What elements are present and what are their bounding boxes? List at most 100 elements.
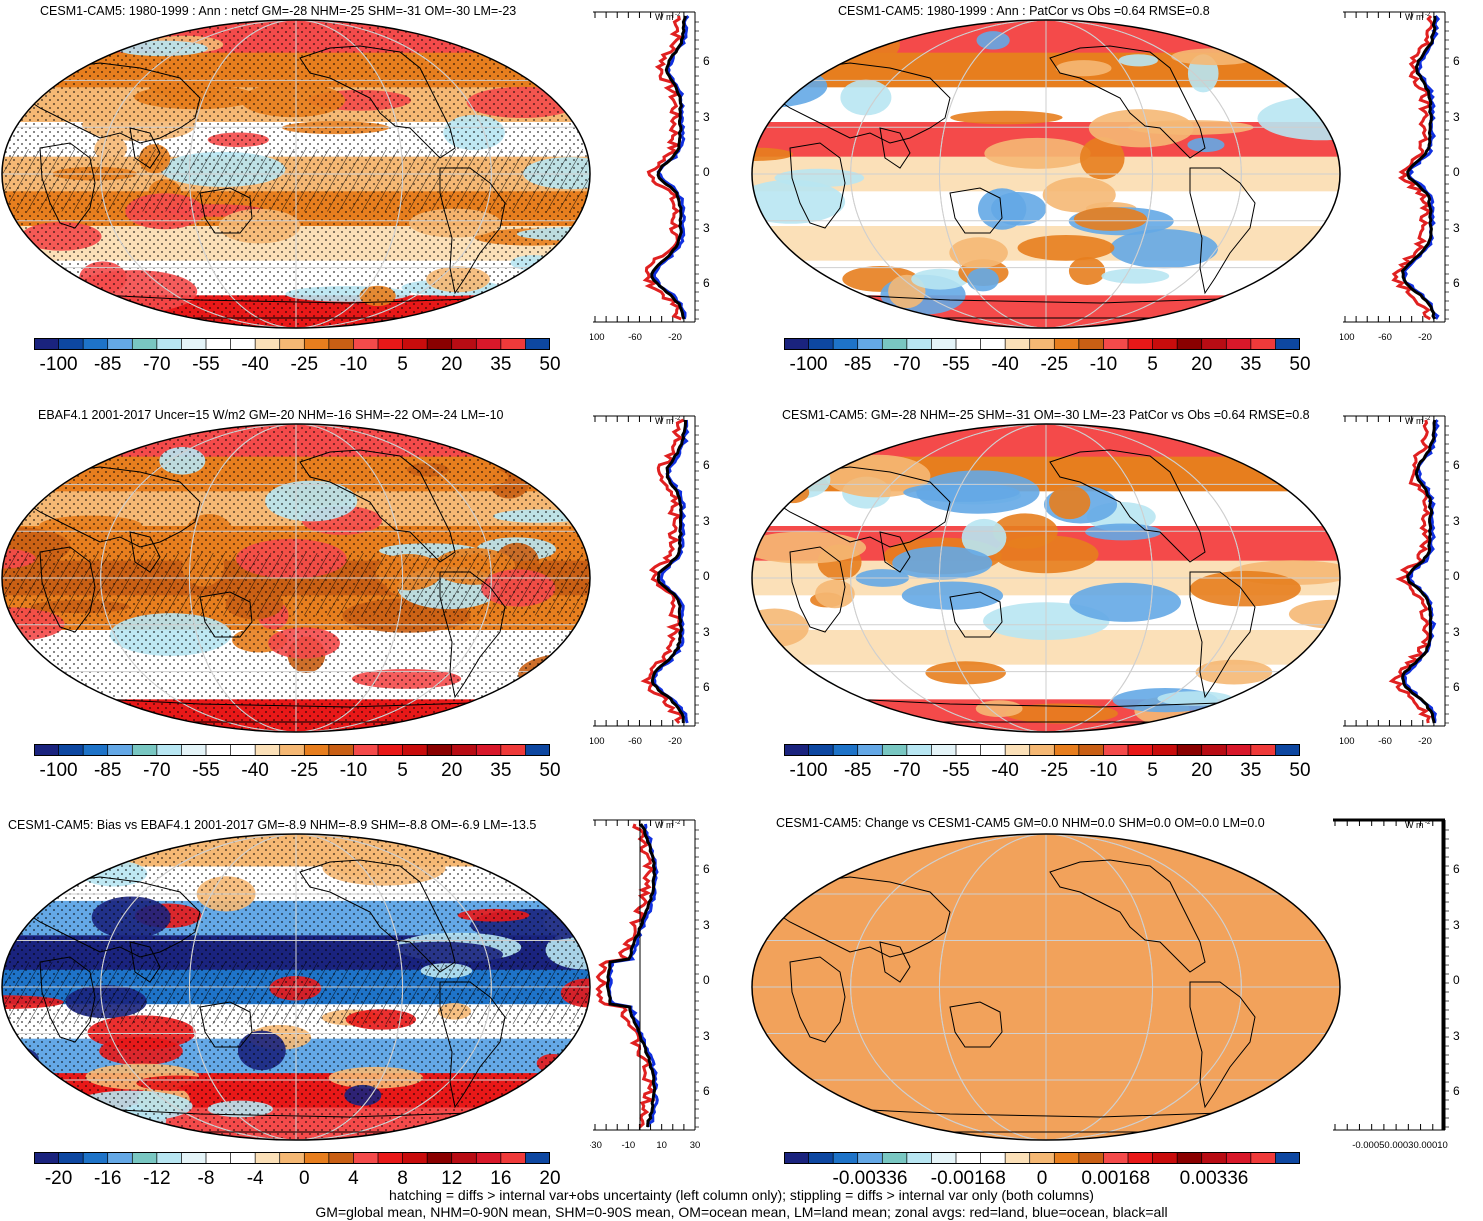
panel-title: EBAF4.1 2001-2017 Uncer=15 W/m2 GM=-20 N… bbox=[38, 408, 504, 422]
colorbar-label: 35 bbox=[490, 760, 512, 781]
colorbar-label: -10 bbox=[339, 760, 368, 781]
coastline bbox=[879, 127, 911, 169]
colorbar-label: -70 bbox=[143, 760, 171, 781]
map-anomaly bbox=[1073, 207, 1148, 231]
map-anomaly bbox=[840, 79, 892, 116]
coastline bbox=[199, 187, 253, 234]
coastline bbox=[199, 1001, 253, 1048]
colorbar-swatch bbox=[476, 1152, 502, 1164]
colorbar-swatch bbox=[1177, 1152, 1203, 1164]
colorbar-swatch bbox=[1103, 1152, 1129, 1164]
zonal-average-plot: W m-2 60N 30N 0 30S 60S -0.00050.00030.00010 bbox=[1333, 818, 1460, 1151]
world-map bbox=[751, 833, 1341, 1141]
colorbar-label: -85 bbox=[93, 354, 122, 375]
zonal-tick-label: -60 bbox=[1378, 736, 1392, 747]
colorbar-label: 5 bbox=[397, 760, 408, 781]
colorbar-swatch bbox=[156, 1152, 182, 1164]
coastline bbox=[949, 187, 1003, 234]
colorbar-swatch bbox=[83, 1152, 109, 1164]
colorbar-swatch bbox=[34, 338, 60, 350]
graticule-line bbox=[850, 20, 1242, 328]
map-anomaly bbox=[567, 683, 590, 716]
colorbar-label: -55 bbox=[192, 354, 220, 375]
zonal-tick-label: -100 bbox=[590, 332, 605, 343]
zonal-tick-label: 30 bbox=[690, 1140, 701, 1151]
colorbar-label: -85 bbox=[843, 354, 872, 375]
colorbar-swatch bbox=[255, 744, 281, 756]
map-border bbox=[1, 19, 591, 329]
colorbar-swatch bbox=[255, 1152, 281, 1164]
zonal-unit: W m bbox=[1405, 820, 1424, 830]
colorbar-swatch bbox=[808, 744, 834, 756]
colorbar-swatch bbox=[378, 338, 404, 350]
colorbar-swatch bbox=[956, 744, 982, 756]
world-map bbox=[1, 833, 591, 1141]
colorbar-swatch bbox=[1275, 1152, 1300, 1164]
colorbar-label: -55 bbox=[942, 760, 970, 781]
coastline bbox=[129, 127, 161, 169]
lat-label: 30N bbox=[1453, 110, 1460, 124]
colorbar-label: -20 bbox=[44, 1168, 73, 1189]
lat-label: 30S bbox=[703, 1029, 710, 1043]
zonal-unit-sup: -2 bbox=[1425, 416, 1431, 422]
colorbar-label: 20 bbox=[1191, 354, 1213, 375]
graticule-line bbox=[188, 424, 404, 732]
colorbar-label: 0.00336 bbox=[1179, 1168, 1249, 1189]
zonal-average-plot: W m-2 60N 30N 0 30S 60S -100 -60 -20 bbox=[1340, 11, 1460, 343]
graticule-line bbox=[188, 20, 404, 328]
colorbar-label: -100 bbox=[789, 354, 828, 375]
colorbar-label: -25 bbox=[290, 354, 319, 375]
zonal-tick-label: -30 bbox=[590, 1140, 602, 1151]
coastline bbox=[1189, 571, 1256, 699]
zonal-tick-label: -100 bbox=[1340, 736, 1355, 747]
coastline bbox=[789, 956, 846, 1043]
colorbar-label: -85 bbox=[843, 760, 872, 781]
map-anomaly bbox=[1157, 691, 1233, 706]
colorbar-swatch bbox=[402, 744, 428, 756]
colorbar-swatch bbox=[833, 744, 859, 756]
map-anomaly bbox=[22, 52, 74, 79]
map-anomaly bbox=[1101, 268, 1170, 284]
colorbar-label: -0.00336 bbox=[832, 1168, 908, 1189]
colorbar-label: -25 bbox=[1040, 760, 1069, 781]
map-anomaly bbox=[1079, 137, 1125, 180]
colorbar-label: -70 bbox=[143, 354, 171, 375]
colorbar-swatch bbox=[132, 744, 158, 756]
colorbar-swatch bbox=[525, 744, 550, 756]
colorbar-label: -16 bbox=[93, 1168, 122, 1189]
colorbar-label: 20 bbox=[1191, 760, 1213, 781]
map-anomaly bbox=[1302, 466, 1340, 509]
map-anomaly bbox=[1069, 582, 1182, 622]
lat-label: 0 bbox=[1453, 973, 1460, 987]
map-anomaly bbox=[911, 268, 969, 290]
coastline bbox=[879, 531, 911, 573]
colorbar-swatch bbox=[525, 338, 550, 350]
map-anomaly bbox=[8, 861, 42, 875]
colorbar-label: -8 bbox=[197, 1168, 215, 1189]
map-anomaly bbox=[24, 848, 107, 873]
colorbar-swatch bbox=[402, 338, 428, 350]
map-anomaly bbox=[1085, 523, 1162, 541]
lat-label: 60N bbox=[703, 54, 710, 68]
colorbar-label: -0.00168 bbox=[930, 1168, 1006, 1189]
colorbar-label: -25 bbox=[1040, 354, 1069, 375]
colorbar-swatch bbox=[427, 744, 453, 756]
map-anomaly bbox=[1292, 435, 1340, 479]
coastline bbox=[1049, 45, 1206, 159]
colorbar-swatch bbox=[107, 338, 133, 350]
zonal-curve-land bbox=[642, 15, 684, 321]
colorbar-swatch bbox=[34, 744, 60, 756]
lat-label: 60S bbox=[703, 680, 710, 694]
coastline bbox=[769, 62, 951, 144]
map-anomaly bbox=[523, 1102, 590, 1129]
colorbar-label: -55 bbox=[942, 354, 970, 375]
colorbar-swatch bbox=[451, 1152, 477, 1164]
map-anomaly bbox=[1068, 256, 1106, 286]
colorbar-swatch bbox=[1128, 744, 1154, 756]
colorbar-label: -10 bbox=[1089, 760, 1118, 781]
colorbar-swatch bbox=[956, 1152, 982, 1164]
map-border bbox=[751, 423, 1341, 733]
colorbar-label: -10 bbox=[1089, 354, 1118, 375]
zonal-average-plot: W m-2 60N 30N 0 30S 60S -100 -60 -20 bbox=[1340, 415, 1460, 747]
colorbar-swatch bbox=[882, 744, 908, 756]
